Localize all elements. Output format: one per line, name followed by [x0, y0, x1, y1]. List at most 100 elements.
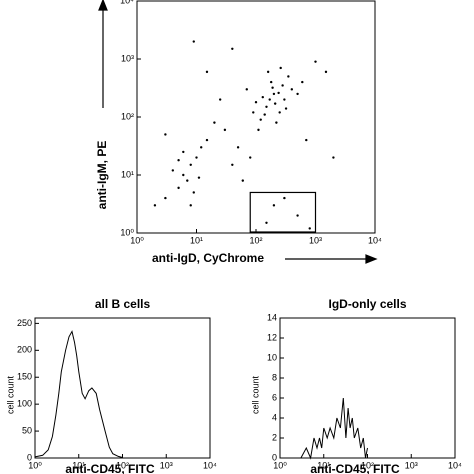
x-tick-label: 10² [361, 460, 374, 470]
x-axis-label: anti-CD45, FITC [310, 462, 400, 474]
dot [324, 70, 328, 74]
y-axis-label: cell count [5, 375, 15, 414]
gate [249, 191, 317, 233]
dot [271, 86, 274, 89]
dot [332, 156, 335, 159]
dot [275, 121, 278, 124]
dot [164, 196, 167, 200]
x-tick-label: 10⁰ [273, 460, 287, 470]
dot [272, 92, 276, 96]
dot [263, 113, 266, 116]
dot [268, 98, 271, 101]
plot-frame [136, 0, 376, 234]
x-tick-label: 10¹ [72, 460, 85, 470]
y-axis-label: cell count [250, 375, 260, 414]
x-tick-label: 10² [116, 460, 129, 470]
x-tick-label: 10² [249, 235, 262, 245]
dot [195, 156, 198, 159]
dot [231, 47, 234, 50]
x-tick-label: 10³ [405, 460, 418, 470]
dot [308, 227, 311, 230]
x-tick-label: 10⁰ [28, 460, 42, 470]
y-tick-label: 50 [22, 425, 32, 435]
dot [223, 128, 227, 132]
dot [305, 138, 308, 142]
y-tick-label: 10 [267, 352, 277, 362]
x-tick-label: 10³ [160, 460, 173, 470]
plot-frame [279, 317, 456, 459]
y-tick-label: 200 [17, 345, 32, 355]
dot [189, 163, 192, 166]
dot [265, 105, 268, 108]
histogram-line [34, 330, 123, 458]
dot [254, 100, 258, 104]
dot [218, 98, 222, 101]
dot [182, 173, 185, 177]
dot [273, 102, 277, 105]
dot [296, 214, 299, 217]
y-tick-label: 150 [17, 372, 32, 382]
dot [257, 128, 260, 132]
x-tick-label: 10⁰ [130, 235, 144, 245]
dot [241, 179, 244, 182]
y-tick-label: 250 [17, 318, 32, 328]
dot [266, 70, 270, 74]
arrows [98, 0, 378, 264]
y-tick-label: 10³ [121, 53, 134, 63]
dot [277, 91, 280, 95]
x-tick-label: 10³ [309, 235, 322, 245]
dot [279, 66, 282, 70]
dot [287, 75, 290, 78]
y-tick-label: 2 [272, 432, 277, 442]
dot [177, 186, 180, 190]
y-tick-label: 10⁴ [120, 0, 134, 5]
dot [153, 204, 157, 207]
y-tick-label: 100 [17, 399, 32, 409]
dot [259, 118, 262, 121]
x-tick-label: 10⁴ [368, 235, 382, 245]
y-tick-label: 0 [27, 452, 32, 462]
x-axis-label: anti-CD45, FITC [65, 462, 155, 474]
arrow-head [98, 0, 108, 11]
dot [272, 204, 276, 207]
dot [265, 221, 268, 224]
dot [231, 163, 234, 166]
dot [171, 169, 175, 172]
dot [236, 146, 240, 149]
x-tick-label: 10⁴ [448, 460, 462, 470]
dot [281, 84, 284, 87]
dot [245, 88, 248, 91]
x-tick-label: 10¹ [190, 235, 203, 245]
y-tick-label: 12 [267, 332, 277, 342]
dot [249, 156, 252, 159]
plot-frame [34, 317, 211, 459]
dot [290, 88, 294, 91]
chart-title: all B cells [95, 297, 151, 311]
y-tick-label: 10⁰ [120, 227, 134, 237]
dot [283, 98, 286, 101]
dot [314, 60, 317, 63]
dot [197, 176, 201, 179]
dot [213, 121, 216, 124]
x-tick-label: 10¹ [317, 460, 330, 470]
dot [296, 92, 299, 96]
dot [200, 146, 203, 149]
y-tick-label: 10¹ [121, 169, 134, 179]
dot [177, 158, 180, 162]
histogram-line [300, 397, 368, 460]
y-tick-label: 14 [267, 312, 277, 322]
dot [205, 70, 209, 74]
dot [283, 196, 286, 200]
dot [252, 111, 255, 114]
dot [192, 191, 195, 194]
chart-title: IgD-only cells [328, 297, 406, 311]
dot [301, 80, 304, 84]
y-tick-label: 8 [272, 372, 277, 382]
y-tick-label: 10² [121, 111, 134, 121]
dot [205, 138, 209, 142]
y-tick-label: 0 [272, 452, 277, 462]
x-axis-label: anti-IgD, CyChrome [152, 251, 264, 265]
dot [192, 40, 195, 43]
